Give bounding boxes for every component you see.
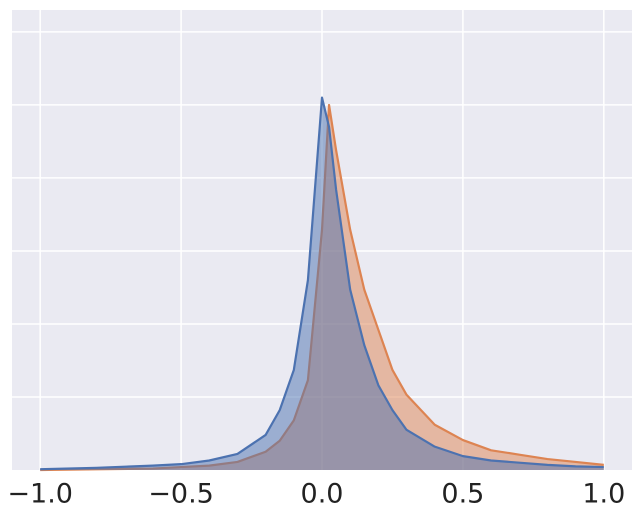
x-tick-label: 1.0 [582, 479, 625, 510]
line [40, 96, 604, 471]
x-tick-label: −1.0 [7, 479, 73, 510]
x-tick-label: −0.5 [148, 479, 214, 510]
x-tick-label: 0.0 [301, 479, 344, 510]
area [40, 97, 604, 470]
x-tick-label: 0.5 [441, 479, 484, 510]
